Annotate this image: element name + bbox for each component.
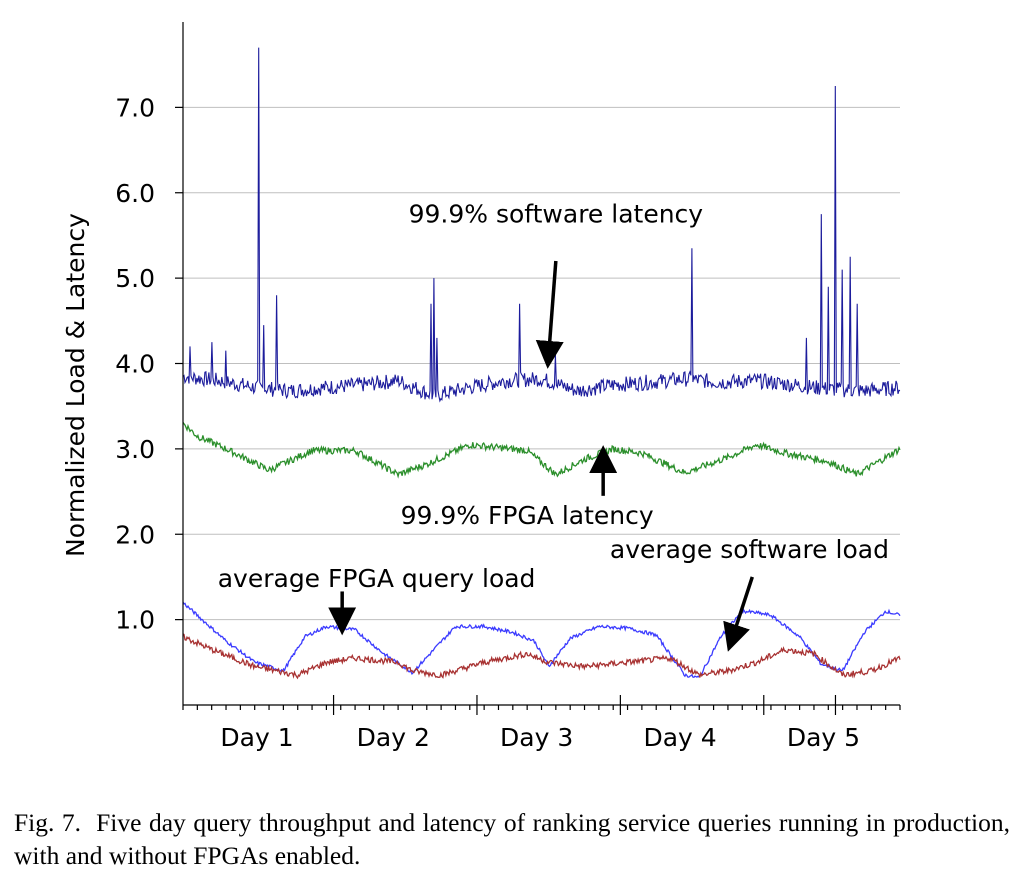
y-tick-label: 2.0 <box>115 520 155 549</box>
gridlines <box>183 106 900 621</box>
series-line-0 <box>182 47 901 403</box>
annotation-label: 99.9% software latency <box>409 200 704 229</box>
x-tick-label: Day 2 <box>357 723 430 752</box>
series-line-1 <box>182 422 901 479</box>
y-tick-label: 4.0 <box>115 350 155 379</box>
y-tick-label: 7.0 <box>115 93 155 122</box>
caption-label: Fig. 7. <box>14 808 82 837</box>
annotation-label: average FPGA query load <box>218 564 536 593</box>
x-tick-label: Day 1 <box>220 723 293 752</box>
x-tick-label: Day 3 <box>500 723 573 752</box>
x-tick-label: Day 5 <box>787 723 860 752</box>
y-tick-label: 5.0 <box>115 264 155 293</box>
annotation-label: average software load <box>610 535 889 564</box>
y-tick-label: 3.0 <box>115 435 155 464</box>
y-tick-label: 6.0 <box>115 179 155 208</box>
latency-load-chart: 1.0 2.0 3.0 4.0 5.0 6.0 7.0 Day 1 Day 2 Day 3 Day … <box>61 22 901 752</box>
annotation-label: 99.9% FPGA latency <box>401 501 654 530</box>
figure-caption: Fig. 7. Five day query throughput and la… <box>14 806 1010 872</box>
series-line-3 <box>182 633 901 680</box>
y-axis-title: Normalized Load & Latency <box>61 213 90 557</box>
x-tick-label: Day 4 <box>643 723 716 752</box>
y-tick-label: 1.0 <box>115 606 155 635</box>
series-line-2 <box>182 601 901 679</box>
annotation-arrow <box>723 576 754 652</box>
axes: 1.0 2.0 3.0 4.0 5.0 6.0 7.0 Day 1 Day 2 Day 3 Day … <box>115 22 901 752</box>
annotation-arrow <box>535 260 564 369</box>
series-group <box>182 47 901 680</box>
caption-text: Five day query throughput and latency of… <box>14 808 1010 870</box>
annotations: 99.9% software latency 99.9% FPGA latency… <box>218 200 889 652</box>
